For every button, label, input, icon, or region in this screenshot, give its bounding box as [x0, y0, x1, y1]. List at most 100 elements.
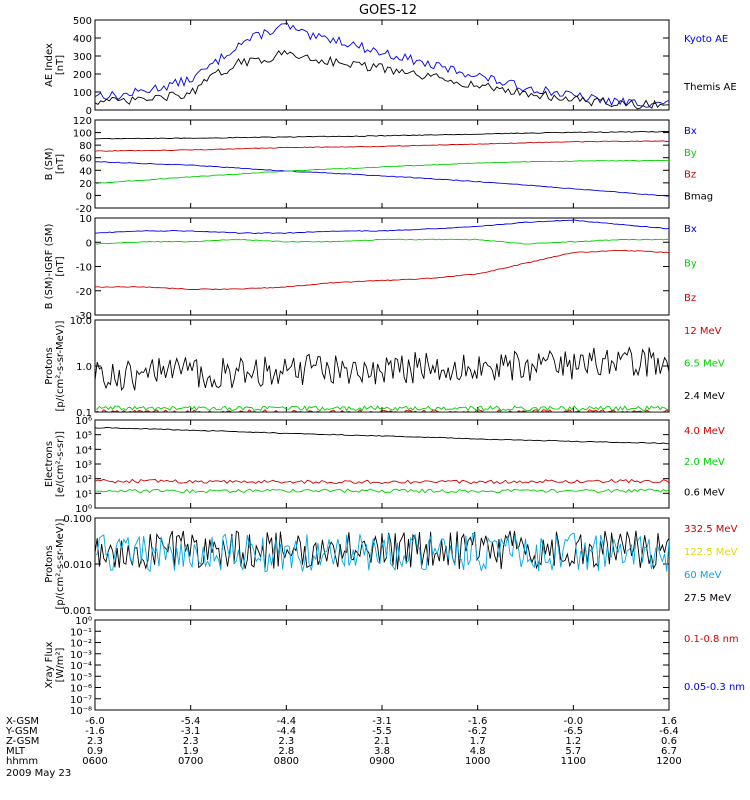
- y-tick-label: 100: [73, 129, 92, 140]
- xaxis-row-value: -6.4: [659, 726, 679, 737]
- y-tick-label: 10⁻⁶: [70, 684, 92, 695]
- xaxis-row-value: 0900: [369, 756, 394, 767]
- legend-entry: 27.5 MeV: [684, 593, 731, 604]
- y-tick-label: 120: [73, 116, 92, 127]
- series-line-2-0-mev: [95, 488, 669, 494]
- series-line-0-6-mev: [95, 427, 669, 445]
- series-line-27-5-mev: [95, 530, 669, 570]
- series-group-bsm: [95, 131, 669, 197]
- y-axis-label: B (SM): [44, 147, 55, 180]
- y-tick-label: 10.0: [70, 316, 92, 327]
- legend-entry: Themis AE: [683, 82, 737, 93]
- xaxis-row-value: 3.8: [374, 746, 390, 757]
- y-axis-label: Electrons: [44, 441, 55, 487]
- y-tick-label: 10⁻⁸: [70, 706, 92, 717]
- y-tick-label: 200: [73, 70, 92, 81]
- xaxis-row-value: 2.3: [278, 736, 294, 747]
- y-axis-label: [p/(cm²-s-sr-MeV)]: [55, 518, 66, 609]
- y-axis-label: [nT]: [55, 55, 66, 75]
- y-tick-label: -20: [76, 287, 92, 298]
- y-axis-label: Protons: [44, 545, 55, 582]
- chart-title: GOES-12: [359, 3, 417, 18]
- panel-frame: [94, 619, 670, 711]
- series-group-protons1: [95, 346, 669, 412]
- xaxis-row-label: MLT: [6, 746, 26, 757]
- series-line-6-5-mev: [95, 405, 669, 412]
- y-tick-label: 0: [86, 191, 92, 202]
- series-line-kyoto-ae: [95, 22, 669, 108]
- y-tick-label: -10: [76, 263, 92, 274]
- legend-entry: Bmag: [684, 191, 713, 202]
- series-line-themis-ae: [95, 49, 669, 110]
- y-tick-label: 400: [73, 34, 92, 45]
- xaxis-row-label: Z-GSM: [6, 736, 39, 747]
- xaxis-row-value: 1.7: [470, 736, 486, 747]
- legend-entry: 4.0 MeV: [684, 426, 725, 437]
- y-tick-label: 0: [86, 238, 92, 249]
- xaxis-row-value: 0.6: [661, 736, 677, 747]
- legend-entry: 12 MeV: [684, 326, 722, 337]
- x-axis-ephemeris: X-GSM -6.0 -5.4 -4.4 -3.1 -1.6 -0.0 1.6 Y-GSM -1.…: [5, 716, 682, 779]
- y-tick-label: -20: [76, 204, 92, 215]
- panel-ae: 0 100 200 300 400 500 AE Index [nT] Kyoto AE Them…: [44, 16, 737, 117]
- y-tick-label: 10⁻⁴: [70, 661, 92, 672]
- panel-bigrf: -30 -20 -10 0 10 B (SM)-IGRF (SM) [nT] Bx By Bz: [44, 214, 697, 322]
- y-axis-label: [W/m²]: [55, 647, 66, 682]
- y-tick-label: 500: [73, 16, 92, 27]
- y-tick-label: 0: [86, 106, 92, 117]
- y-axis-label: [p/(cm²-s-sr-MeV)]: [55, 320, 66, 411]
- y-tick-label: 10¹: [75, 489, 92, 500]
- y-tick-label: 300: [73, 52, 92, 63]
- legend-entry: Bx: [684, 224, 697, 235]
- series-group-ae: [95, 22, 669, 110]
- series-line-by: [95, 159, 669, 184]
- xaxis-row-value: 2.1: [374, 736, 390, 747]
- xaxis-row-value: -5.4: [181, 716, 201, 727]
- series-line-bx: [95, 161, 669, 197]
- xaxis-row-value: -3.1: [372, 716, 392, 727]
- y-tick-label: 10⁻⁵: [70, 672, 92, 683]
- xaxis-row-value: 0600: [82, 756, 107, 767]
- y-tick-label: 40: [79, 166, 92, 177]
- legend-entry: Kyoto AE: [684, 34, 728, 45]
- panel-frame: [94, 319, 670, 413]
- legend-entry: 122.5 MeV: [684, 547, 738, 558]
- legend-entry: 0.6 MeV: [684, 488, 725, 499]
- y-tick-label: 0.010: [63, 560, 92, 571]
- series-line-bz: [95, 249, 669, 290]
- xaxis-row-value: -1.6: [85, 726, 105, 737]
- legend-entry: 2.0 MeV: [684, 457, 725, 468]
- y-axis-label: AE Index: [44, 43, 55, 87]
- xaxis-row-value: 0700: [178, 756, 203, 767]
- y-tick-label: 20: [79, 179, 92, 190]
- y-axis-label: [nT]: [55, 154, 66, 174]
- xaxis-row-value: 1200: [656, 756, 681, 767]
- xaxis-row-value: 2.3: [87, 736, 103, 747]
- series-line-12-mev: [95, 409, 669, 412]
- y-tick-label: 10⁻²: [70, 639, 92, 650]
- y-tick-label: 10⁵: [75, 431, 92, 442]
- legend-entry: 60 MeV: [684, 570, 722, 581]
- y-axis-label: Xray Flux: [44, 641, 55, 688]
- xaxis-row-label: Y-GSM: [5, 726, 38, 737]
- series-group-protons2: [95, 530, 669, 573]
- y-tick-label: 10⁻³: [70, 650, 92, 661]
- series-line-4-0-mev: [95, 478, 669, 485]
- y-tick-label: -30: [76, 311, 92, 322]
- series-line-2-4-mev: [95, 346, 669, 392]
- y-axis-label: B (SM)-IGRF (SM): [44, 224, 55, 310]
- series-line-60-mev: [95, 532, 669, 573]
- xaxis-row-value: -6.0: [85, 716, 105, 727]
- legend-entry: 6.5 MeV: [684, 359, 725, 370]
- xaxis-row-value: 1.6: [661, 716, 677, 727]
- xaxis-row-value: 2.3: [183, 736, 199, 747]
- xaxis-row-value: 5.7: [565, 746, 581, 757]
- y-tick-label: 10⁰: [75, 504, 92, 515]
- series-line-bz: [95, 140, 669, 152]
- panel-frame: [94, 419, 670, 509]
- xaxis-row-value: -0.0: [564, 716, 584, 727]
- legend-entry: Bz: [684, 170, 696, 181]
- xaxis-row-value: -1.6: [468, 716, 488, 727]
- y-axis-label: [nT]: [55, 256, 66, 276]
